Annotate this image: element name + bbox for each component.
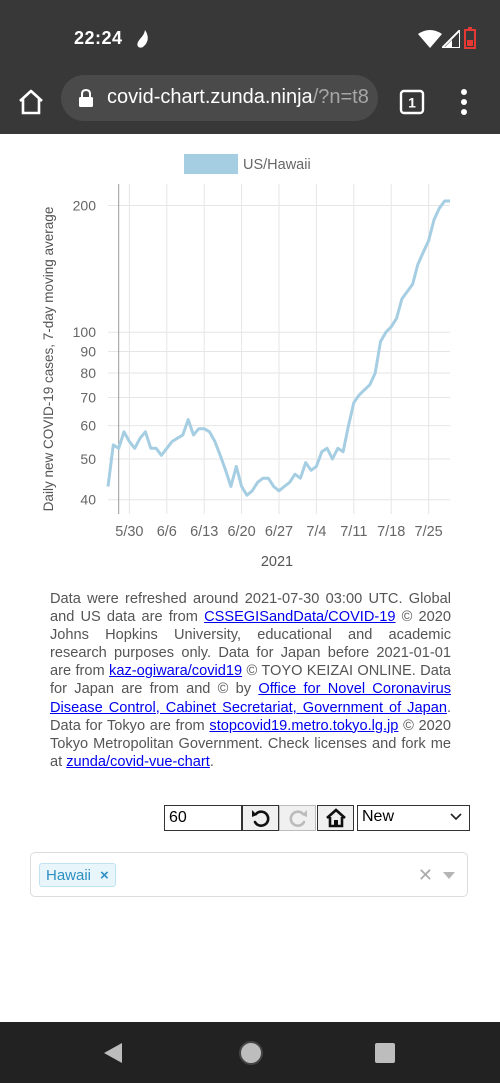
y-tick-label: 70 [80, 389, 96, 405]
legend-swatch [184, 154, 238, 174]
y-axis-label: Daily new COVID-19 cases, 7-day moving a… [41, 207, 56, 512]
mode-select-value: New [362, 808, 395, 825]
x-tick-label: 7/18 [377, 524, 405, 540]
clear-all-button[interactable]: ✕ [417, 865, 433, 885]
url-path: /?n=t8 [312, 86, 369, 108]
chevron-down-icon [450, 813, 462, 821]
home-icon[interactable] [17, 88, 45, 116]
overflow-menu-icon[interactable] [454, 86, 474, 118]
x-tick-label: 5/30 [115, 524, 143, 540]
link-stopcovid19-tokyo[interactable]: stopcovid19.metro.tokyo.lg.jp [209, 717, 399, 734]
y-tick-label: 200 [73, 198, 97, 214]
region-tag: Hawaii × [39, 863, 116, 887]
y-axis-ticks: 40 50 60 70 80 90 100 200 [73, 198, 97, 508]
dropdown-caret-icon[interactable] [443, 872, 455, 879]
link-japan-office[interactable]: Office for Novel Coronavirus Disease Con… [50, 681, 451, 716]
chart-grid [108, 184, 450, 514]
tab-count: 1 [408, 95, 416, 111]
notification-drop-icon [137, 30, 148, 48]
attribution-text: Data were refreshed around 2021-07-30 03… [50, 591, 451, 626]
covid-line-chart: US/Hawaii 40 50 60 70 80 90 100 200 5/30 6/6 6/13… [41, 154, 450, 570]
region-tag-label: Hawaii [46, 866, 92, 884]
battery-icon [464, 27, 476, 49]
attribution-text: . [209, 753, 214, 770]
redo-icon [289, 810, 307, 827]
x-axis-label: 2021 [261, 554, 293, 570]
link-github-repo[interactable]: zunda/covid-vue-chart [66, 753, 210, 770]
undo-button[interactable] [242, 805, 279, 831]
android-nav-bar [0, 1022, 500, 1083]
x-tick-label: 6/27 [265, 524, 293, 540]
attribution-text: . Data for Tokyo are from [50, 699, 451, 734]
wifi-icon [418, 30, 442, 48]
undo-icon [251, 810, 269, 827]
y-tick-label: 40 [80, 492, 96, 508]
link-kaz-ogiwara[interactable]: kaz-ogiwara/covid19 [109, 663, 243, 680]
days-input[interactable] [164, 805, 242, 831]
url-text: covid-chart.zunda.ninja/?n=t8 [107, 86, 369, 109]
redo-button[interactable] [279, 805, 316, 831]
y-tick-label: 60 [80, 418, 96, 434]
recents-icon[interactable] [374, 1042, 396, 1064]
x-axis-ticks: 5/30 6/6 6/13 6/20 6/27 7/4 7/11 7/18 7/25 [115, 524, 442, 540]
attribution-text: © 2020 Tokyo Metropolitan Government. Ch… [50, 717, 451, 770]
lock-icon [79, 88, 93, 107]
url-host: covid-chart.zunda.ninja [107, 86, 313, 108]
signal-icon [442, 30, 460, 48]
y-tick-label: 100 [73, 324, 97, 340]
mode-select[interactable]: New [357, 805, 470, 831]
region-multiselect[interactable]: Hawaii × ✕ [30, 852, 468, 897]
back-icon[interactable] [102, 1041, 124, 1065]
x-tick-label: 7/11 [340, 524, 367, 540]
x-tick-label: 7/4 [306, 524, 326, 540]
status-time: 22:24 [74, 28, 123, 48]
y-tick-label: 80 [80, 365, 96, 381]
link-jhu-data[interactable]: CSSEGISandData/COVID-19 [204, 609, 396, 626]
y-tick-label: 90 [80, 344, 96, 360]
tab-switcher-button[interactable]: 1 [398, 88, 426, 116]
chart-area: US/Hawaii 40 50 60 70 80 90 100 200 5/30 6/6 6/13… [0, 134, 500, 574]
reset-home-button[interactable] [317, 805, 354, 831]
status-bar: 22:24 [0, 0, 500, 76]
address-bar[interactable]: covid-chart.zunda.ninja/?n=t8 [61, 75, 378, 121]
remove-tag-button[interactable]: × [100, 866, 109, 884]
series-line-hawaii [106, 199, 450, 497]
x-tick-label: 6/20 [227, 524, 255, 540]
y-tick-label: 50 [80, 451, 96, 467]
chart-legend: US/Hawaii [184, 154, 311, 174]
data-attribution: Data were refreshed around 2021-07-30 03… [50, 590, 451, 771]
x-tick-label: 7/25 [415, 524, 443, 540]
legend-label: US/Hawaii [243, 157, 311, 173]
x-tick-label: 6/6 [157, 524, 177, 540]
x-tick-label: 6/13 [190, 524, 218, 540]
home-icon [325, 808, 346, 828]
attribution-text: © 2020 Johns Hopkins University, educati… [50, 609, 451, 680]
attribution-text: © TOYO KEIZAI ONLINE. Data for Japan are… [50, 663, 452, 698]
home-circle-icon[interactable] [237, 1039, 265, 1067]
